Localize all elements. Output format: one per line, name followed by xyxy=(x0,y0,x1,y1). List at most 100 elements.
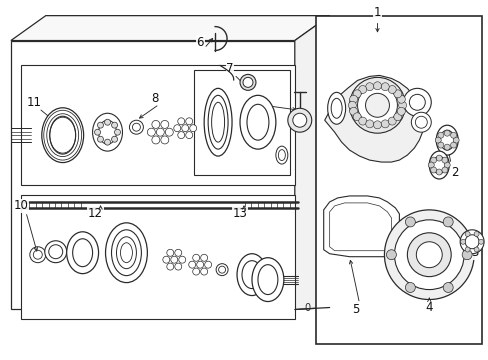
Ellipse shape xyxy=(111,230,141,276)
Circle shape xyxy=(163,256,169,263)
Circle shape xyxy=(365,93,388,117)
Circle shape xyxy=(192,268,199,275)
Ellipse shape xyxy=(237,254,266,296)
Circle shape xyxy=(204,261,211,268)
Circle shape xyxy=(349,95,357,103)
Circle shape xyxy=(152,136,160,144)
Circle shape xyxy=(33,250,42,259)
Text: 13: 13 xyxy=(232,207,247,220)
Circle shape xyxy=(358,86,366,94)
Text: 4: 4 xyxy=(425,301,432,314)
Ellipse shape xyxy=(203,88,232,156)
Circle shape xyxy=(442,283,452,292)
Circle shape xyxy=(441,167,447,173)
Circle shape xyxy=(170,256,178,263)
Circle shape xyxy=(49,245,62,259)
Circle shape xyxy=(386,250,396,260)
Ellipse shape xyxy=(435,125,457,155)
Circle shape xyxy=(147,128,155,136)
Circle shape xyxy=(434,137,440,143)
Circle shape xyxy=(357,85,397,125)
Circle shape xyxy=(398,101,406,109)
Circle shape xyxy=(30,247,46,263)
Ellipse shape xyxy=(428,151,448,179)
Circle shape xyxy=(111,122,117,128)
Ellipse shape xyxy=(275,146,287,164)
Circle shape xyxy=(393,90,401,98)
Circle shape xyxy=(387,86,395,94)
Circle shape xyxy=(435,155,441,161)
Circle shape xyxy=(189,125,196,132)
Ellipse shape xyxy=(278,150,285,161)
Circle shape xyxy=(196,261,203,268)
Ellipse shape xyxy=(240,95,275,149)
Circle shape xyxy=(430,157,436,163)
Ellipse shape xyxy=(50,116,76,154)
Circle shape xyxy=(415,242,441,268)
Circle shape xyxy=(464,235,478,249)
Circle shape xyxy=(449,142,456,148)
Circle shape xyxy=(178,118,184,125)
Circle shape xyxy=(111,136,117,142)
Ellipse shape xyxy=(73,239,92,267)
Polygon shape xyxy=(11,41,294,310)
Ellipse shape xyxy=(105,223,147,283)
Ellipse shape xyxy=(327,92,345,124)
Circle shape xyxy=(449,132,456,138)
Circle shape xyxy=(174,249,182,256)
Circle shape xyxy=(405,217,414,227)
Circle shape xyxy=(45,241,66,263)
Circle shape xyxy=(373,82,381,90)
Circle shape xyxy=(349,107,357,115)
Circle shape xyxy=(94,129,101,135)
Circle shape xyxy=(464,247,469,252)
Circle shape xyxy=(132,123,140,131)
Ellipse shape xyxy=(246,104,268,140)
Circle shape xyxy=(129,120,143,134)
Circle shape xyxy=(430,167,436,173)
Text: 6: 6 xyxy=(196,36,203,49)
Circle shape xyxy=(166,263,173,270)
Circle shape xyxy=(243,77,252,87)
Circle shape xyxy=(459,230,483,254)
Ellipse shape xyxy=(99,120,116,144)
Ellipse shape xyxy=(208,95,227,149)
Circle shape xyxy=(473,231,478,237)
Circle shape xyxy=(408,94,425,110)
Circle shape xyxy=(292,113,306,127)
Circle shape xyxy=(104,139,110,145)
Circle shape xyxy=(104,119,110,125)
Text: 9: 9 xyxy=(264,104,271,117)
Circle shape xyxy=(161,121,168,129)
Circle shape xyxy=(365,83,373,91)
Circle shape xyxy=(384,210,473,300)
Circle shape xyxy=(216,264,227,276)
Circle shape xyxy=(352,113,361,121)
Text: 7: 7 xyxy=(226,62,233,75)
Circle shape xyxy=(349,77,405,133)
Circle shape xyxy=(387,117,395,125)
Ellipse shape xyxy=(242,261,262,289)
Circle shape xyxy=(478,239,483,244)
Circle shape xyxy=(287,108,311,132)
Circle shape xyxy=(435,169,441,175)
Polygon shape xyxy=(324,75,423,162)
Circle shape xyxy=(97,136,103,142)
Circle shape xyxy=(394,220,463,289)
Circle shape xyxy=(437,142,443,148)
Circle shape xyxy=(365,120,373,128)
Ellipse shape xyxy=(439,130,453,150)
Ellipse shape xyxy=(330,98,342,118)
Circle shape xyxy=(358,117,366,125)
Text: 10: 10 xyxy=(13,199,28,212)
Circle shape xyxy=(165,128,173,136)
Circle shape xyxy=(200,268,207,275)
Circle shape xyxy=(240,75,255,90)
Circle shape xyxy=(218,266,225,273)
Polygon shape xyxy=(21,66,294,185)
Circle shape xyxy=(352,90,361,98)
Text: 11: 11 xyxy=(26,96,41,109)
Ellipse shape xyxy=(116,237,136,269)
Circle shape xyxy=(427,162,433,168)
Circle shape xyxy=(156,128,164,136)
